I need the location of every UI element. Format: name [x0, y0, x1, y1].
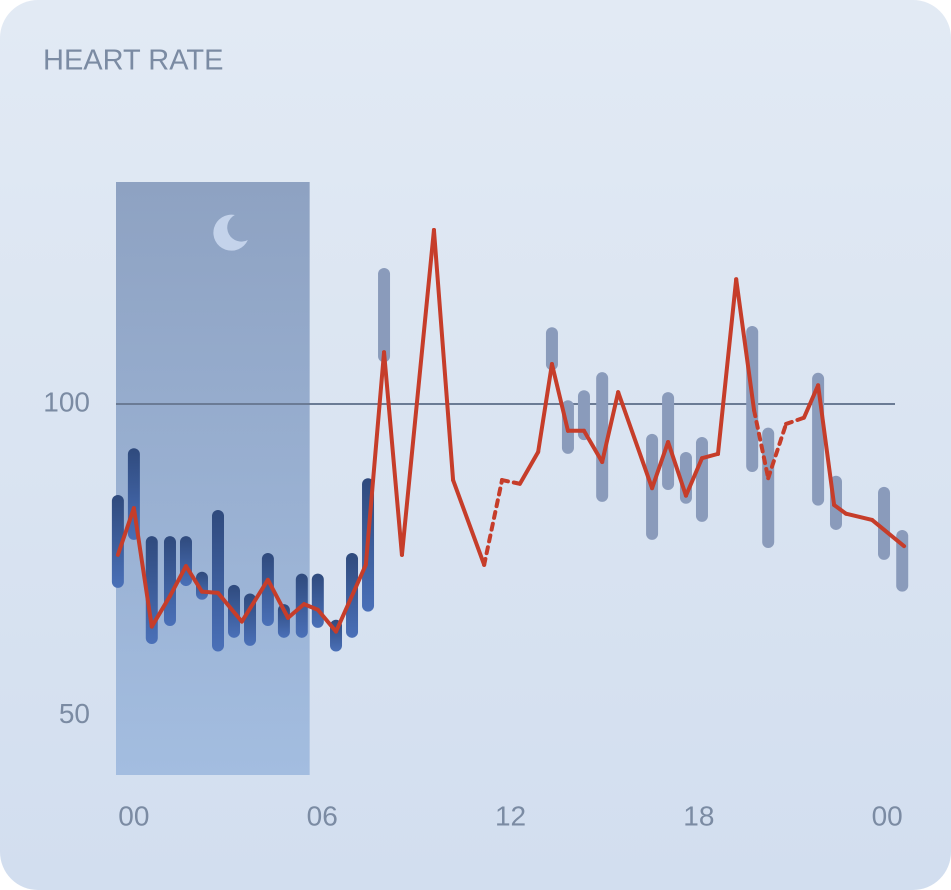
heart-rate-segment: [766, 421, 789, 481]
heart-rate-segment: [183, 564, 204, 594]
heart-rate-segment: [816, 383, 837, 508]
heart-rate-segment: [239, 577, 270, 624]
x-tick-label: 18: [683, 800, 714, 831]
range-bar: [261, 553, 274, 626]
x-tick-label: 12: [495, 800, 526, 831]
heart-rate-segment: [801, 383, 821, 420]
heart-rate-segment: [752, 408, 771, 481]
chart-title: HEART RATE: [43, 45, 224, 77]
range-bar: [762, 427, 775, 549]
heart-rate-segment: [666, 440, 688, 498]
heart-rate-segment: [715, 277, 739, 456]
range-bar: [311, 573, 324, 628]
range-bar: [577, 390, 590, 441]
range-bar: [378, 268, 391, 363]
moon-icon: [213, 214, 248, 251]
range-bar: [878, 486, 891, 560]
range-bar: [163, 536, 176, 626]
heart-rate-segment: [216, 590, 244, 624]
sleep-band: [116, 182, 310, 775]
range-bar: [111, 495, 124, 588]
x-tick-label: 00: [872, 800, 903, 831]
heart-rate-segment: [536, 362, 554, 454]
heart-rate-segment: [784, 415, 806, 426]
heart-rate-segment: [167, 564, 188, 599]
heart-rate-segment: [363, 350, 387, 567]
heart-rate-segment: [500, 478, 522, 486]
heart-rate-segment: [844, 511, 875, 522]
heart-rate-segment: [581, 428, 605, 464]
heart-rate-segment: [482, 478, 505, 567]
heart-rate-segment: [600, 390, 621, 464]
heart-rate-segment: [334, 562, 368, 634]
heart-rate-segment: [650, 440, 671, 491]
heart-rate-segment: [131, 506, 154, 629]
y-tick-label: 100: [43, 386, 90, 417]
heart-rate-segment: [734, 277, 757, 413]
heart-rate-segment: [616, 390, 655, 491]
heart-rate-segment: [149, 594, 172, 629]
heart-rate-segment: [431, 228, 456, 483]
heart-rate-segment: [451, 478, 487, 567]
y-tick-label: 50: [59, 698, 90, 729]
heart-rate-segment: [115, 506, 136, 557]
heart-rate-segment: [683, 456, 704, 498]
heart-rate-segment: [699, 451, 720, 461]
x-tick-label: 06: [307, 800, 338, 831]
heart-rate-segment: [265, 577, 290, 620]
heart-rate-segment: [517, 449, 541, 486]
range-bar: [179, 536, 192, 587]
heart-rate-segment: [832, 503, 849, 516]
heart-rate-segment: [399, 228, 436, 557]
range-bar: [545, 327, 558, 371]
heart-rate-segment: [549, 362, 570, 433]
range-bar: [596, 372, 609, 502]
heart-rate-segment: [199, 589, 221, 595]
heart-rate-segment: [302, 602, 320, 612]
heart-rate-segment: [285, 602, 307, 620]
heart-rate-segment: [870, 517, 907, 549]
heart-rate-segment: [315, 607, 339, 634]
heart-rate-segment: [382, 350, 404, 557]
range-bar: [212, 509, 225, 652]
x-tick-label: 00: [118, 800, 149, 831]
range-bar: [695, 437, 708, 522]
